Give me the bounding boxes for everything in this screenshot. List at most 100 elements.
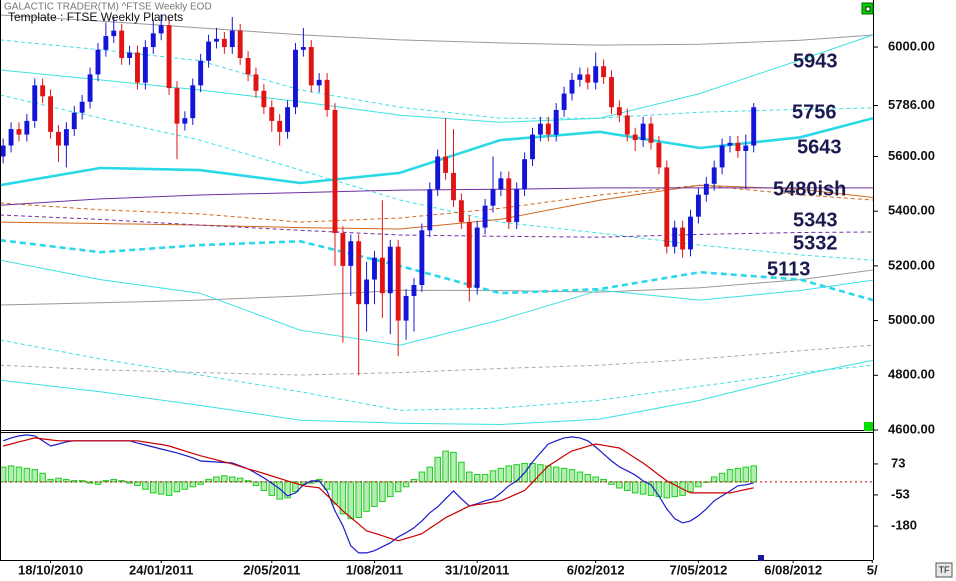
candle-body bbox=[206, 41, 212, 61]
candle-body bbox=[95, 49, 101, 75]
histogram-bar bbox=[631, 481, 639, 494]
histogram-bar bbox=[710, 476, 718, 483]
candle-body bbox=[648, 123, 654, 143]
histogram-bar bbox=[616, 481, 623, 489]
candle-body bbox=[63, 129, 69, 146]
candle-body bbox=[751, 107, 757, 146]
candle-body bbox=[466, 222, 472, 288]
histogram-bar bbox=[213, 476, 220, 483]
candle-body bbox=[656, 142, 662, 168]
candle-body bbox=[316, 79, 322, 86]
histogram-bar bbox=[31, 469, 39, 483]
candle-body bbox=[32, 85, 38, 121]
x-tick-label: 6/08/2012 bbox=[764, 562, 822, 577]
candle-body bbox=[522, 159, 528, 190]
histogram-bar bbox=[15, 466, 23, 483]
histogram-bar bbox=[142, 481, 149, 490]
candle-body bbox=[664, 167, 670, 247]
candle-body bbox=[577, 74, 583, 80]
candle-body bbox=[174, 88, 180, 124]
planet-line bbox=[0, 184, 873, 230]
histogram-bar bbox=[0, 466, 7, 483]
histogram-bar bbox=[434, 456, 441, 483]
candle-body bbox=[403, 295, 409, 321]
histogram-bar bbox=[576, 471, 584, 483]
histogram-bar bbox=[134, 481, 141, 487]
planet-line bbox=[0, 359, 873, 426]
candle-body bbox=[142, 47, 148, 83]
candle-body bbox=[8, 129, 14, 146]
panel-button-icon bbox=[865, 6, 871, 12]
histogram-bar bbox=[450, 451, 457, 483]
candle-body bbox=[71, 112, 77, 130]
y-tick-label: 73 bbox=[891, 455, 905, 470]
x-tick-label: 7/05/2012 bbox=[669, 562, 727, 577]
tf-button[interactable] bbox=[935, 562, 953, 578]
planet-line bbox=[0, 34, 873, 123]
candle-body bbox=[616, 107, 622, 116]
candle-body bbox=[561, 93, 567, 110]
candle-body bbox=[79, 101, 85, 113]
candle-body bbox=[411, 285, 417, 296]
macd-panel bbox=[0, 434, 873, 554]
histogram-bar bbox=[229, 476, 236, 483]
histogram-bar bbox=[418, 471, 426, 483]
histogram-bar bbox=[442, 450, 449, 483]
candle-body bbox=[458, 200, 464, 223]
x-tick-label: 6/02/2012 bbox=[567, 562, 625, 577]
histogram-bar bbox=[394, 481, 402, 493]
candle-body bbox=[743, 145, 749, 151]
y-tick-label: 4600.00 bbox=[888, 421, 935, 436]
panel-resize[interactable] bbox=[864, 422, 873, 431]
histogram-bar bbox=[489, 470, 497, 483]
candle-body bbox=[537, 123, 543, 135]
candle-body bbox=[103, 36, 109, 50]
candle-body bbox=[221, 38, 227, 48]
histogram-bar bbox=[126, 481, 133, 484]
histogram-bar bbox=[560, 467, 568, 483]
histogram-bar bbox=[94, 481, 102, 485]
candle-body bbox=[435, 156, 441, 190]
histogram-bar bbox=[481, 474, 489, 483]
histogram-bar bbox=[236, 477, 244, 483]
candle-body bbox=[482, 205, 488, 228]
x-tick-label: 5/ bbox=[867, 562, 878, 577]
level-annotation: 5332 bbox=[793, 232, 838, 254]
histogram-bar bbox=[252, 481, 260, 487]
candle-body bbox=[40, 85, 46, 97]
candle-body bbox=[261, 90, 267, 108]
histogram-bar bbox=[181, 481, 189, 490]
candle-body bbox=[245, 57, 251, 75]
histogram-bar bbox=[150, 481, 157, 494]
candle-body bbox=[269, 107, 275, 121]
planet-line bbox=[0, 187, 873, 206]
histogram-bar bbox=[568, 469, 576, 483]
histogram-bar bbox=[687, 481, 694, 493]
candle-body bbox=[87, 74, 93, 102]
candle-body bbox=[111, 30, 117, 37]
histogram-bar bbox=[466, 471, 473, 483]
histogram-bar bbox=[742, 466, 750, 483]
histogram-bar bbox=[371, 481, 378, 507]
histogram-bar bbox=[173, 481, 181, 493]
histogram-bar bbox=[189, 481, 197, 488]
planet-line bbox=[0, 116, 873, 187]
candle-body bbox=[727, 142, 733, 146]
histogram-bar bbox=[734, 467, 742, 483]
histogram-bar bbox=[473, 474, 481, 483]
histogram-bar bbox=[23, 467, 31, 483]
candle-body bbox=[451, 172, 456, 201]
histogram-bar bbox=[529, 462, 536, 483]
candle-body bbox=[372, 257, 377, 280]
candle-body bbox=[229, 30, 235, 48]
histogram-bar bbox=[244, 480, 252, 483]
candle-body bbox=[672, 227, 678, 247]
histogram-bar bbox=[592, 476, 599, 483]
candle-body bbox=[474, 227, 480, 288]
level-annotation: 5480ish bbox=[773, 178, 846, 200]
histogram-bar bbox=[165, 481, 173, 496]
histogram-bar bbox=[624, 481, 631, 491]
histogram-bar bbox=[655, 481, 663, 498]
